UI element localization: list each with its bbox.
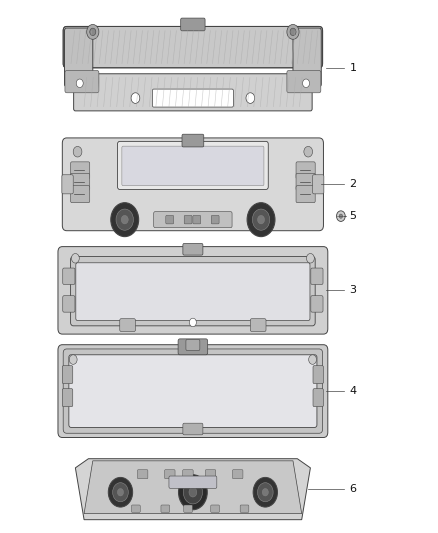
FancyBboxPatch shape [63,27,322,68]
Circle shape [258,215,265,224]
Text: 3: 3 [350,285,357,295]
FancyBboxPatch shape [58,247,328,334]
Circle shape [189,488,197,497]
FancyBboxPatch shape [184,215,192,224]
Circle shape [181,478,205,507]
FancyBboxPatch shape [161,505,170,512]
Circle shape [111,203,139,237]
Circle shape [258,483,273,502]
Circle shape [252,209,270,230]
FancyBboxPatch shape [62,389,73,407]
FancyBboxPatch shape [62,138,323,231]
Circle shape [76,79,83,87]
FancyBboxPatch shape [184,505,192,512]
FancyBboxPatch shape [296,185,315,203]
FancyBboxPatch shape [69,355,317,427]
FancyBboxPatch shape [166,215,173,224]
FancyBboxPatch shape [117,141,268,189]
FancyBboxPatch shape [65,70,99,93]
FancyBboxPatch shape [313,366,323,384]
FancyBboxPatch shape [58,345,328,438]
Circle shape [117,489,124,496]
Circle shape [108,478,133,507]
FancyBboxPatch shape [154,212,232,228]
FancyBboxPatch shape [64,28,93,87]
Circle shape [69,355,77,365]
Circle shape [71,254,79,263]
Circle shape [121,215,128,224]
Circle shape [189,318,196,327]
FancyBboxPatch shape [152,89,233,107]
FancyBboxPatch shape [71,162,90,179]
FancyBboxPatch shape [63,268,75,285]
Circle shape [116,209,134,230]
Circle shape [73,147,82,157]
FancyBboxPatch shape [165,470,175,479]
Circle shape [113,483,128,502]
FancyBboxPatch shape [186,340,200,351]
FancyBboxPatch shape [183,423,203,435]
Text: 1: 1 [350,63,357,72]
FancyBboxPatch shape [71,256,315,326]
FancyBboxPatch shape [62,366,73,384]
FancyBboxPatch shape [63,296,75,312]
Text: 6: 6 [350,484,357,494]
Circle shape [90,28,96,36]
FancyBboxPatch shape [287,70,321,93]
Text: 2: 2 [350,179,357,189]
Circle shape [336,211,345,221]
Circle shape [304,147,313,157]
Circle shape [309,355,317,365]
Text: 5: 5 [350,211,357,221]
Circle shape [290,28,296,36]
Circle shape [253,478,278,507]
FancyBboxPatch shape [183,470,193,479]
FancyBboxPatch shape [178,339,208,355]
FancyBboxPatch shape [71,173,90,190]
Circle shape [185,483,201,502]
FancyBboxPatch shape [240,505,249,512]
FancyBboxPatch shape [296,162,315,179]
FancyBboxPatch shape [74,74,312,111]
FancyBboxPatch shape [182,134,204,147]
FancyBboxPatch shape [122,146,264,185]
FancyBboxPatch shape [311,296,323,312]
Circle shape [262,489,268,496]
FancyBboxPatch shape [193,215,201,224]
FancyBboxPatch shape [293,28,321,87]
FancyBboxPatch shape [169,476,217,488]
FancyBboxPatch shape [131,505,140,512]
FancyBboxPatch shape [183,244,203,255]
FancyBboxPatch shape [62,175,73,194]
Circle shape [287,25,299,39]
Circle shape [184,481,202,504]
Text: 4: 4 [350,386,357,396]
Circle shape [87,25,99,39]
Circle shape [190,489,196,496]
FancyBboxPatch shape [251,319,266,332]
FancyBboxPatch shape [71,185,90,203]
Circle shape [307,254,314,263]
FancyBboxPatch shape [296,173,315,190]
FancyBboxPatch shape [313,175,324,194]
Circle shape [246,93,254,103]
Circle shape [339,214,343,218]
FancyBboxPatch shape [211,215,219,224]
FancyBboxPatch shape [211,505,219,512]
FancyBboxPatch shape [120,319,135,332]
Polygon shape [84,461,302,514]
Circle shape [303,79,310,87]
FancyBboxPatch shape [76,263,310,320]
Polygon shape [75,459,311,520]
Circle shape [179,475,207,510]
FancyBboxPatch shape [313,389,323,407]
FancyBboxPatch shape [63,349,322,433]
Circle shape [131,93,140,103]
FancyBboxPatch shape [233,470,243,479]
FancyBboxPatch shape [181,18,205,31]
Circle shape [247,203,275,237]
FancyBboxPatch shape [138,470,148,479]
FancyBboxPatch shape [311,268,323,285]
FancyBboxPatch shape [205,470,216,479]
